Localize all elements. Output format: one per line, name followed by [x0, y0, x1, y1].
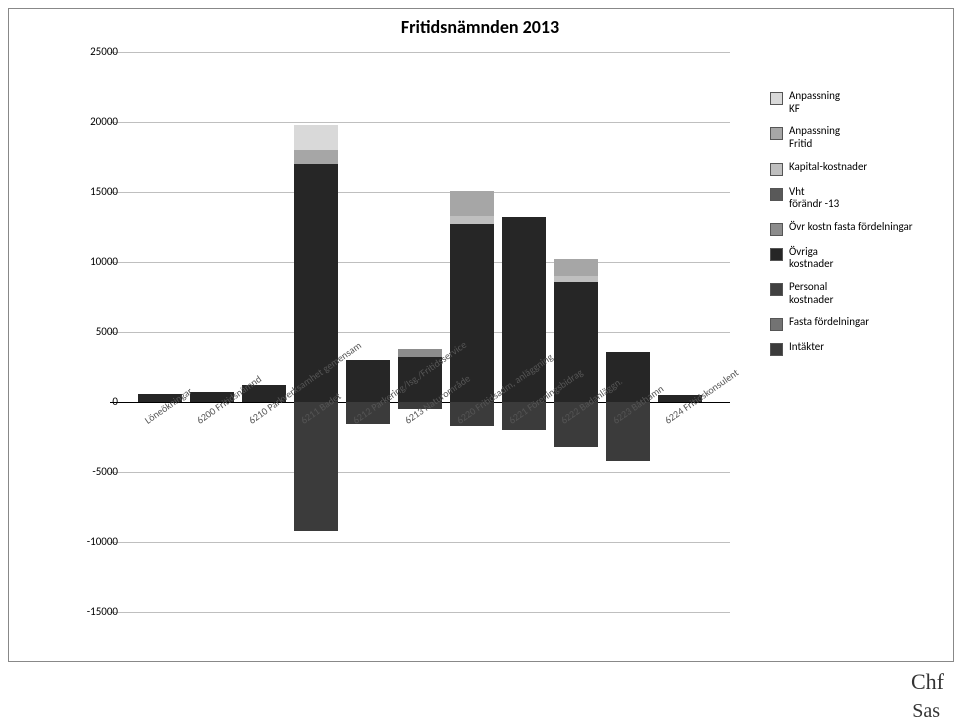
legend-swatch — [770, 343, 783, 356]
legend-label: Kapital-kostnader — [789, 161, 867, 174]
legend-label: Övrigakostnader — [789, 246, 833, 271]
legend: AnpassningKF AnpassningFritid Kapital-kost… — [770, 90, 950, 366]
signature-1: Chf — [911, 669, 944, 695]
legend-swatch — [770, 127, 783, 140]
y-tick-label: 25000 — [62, 45, 118, 58]
bar-column — [190, 52, 234, 612]
legend-label: Övr kostn fasta fördelningar — [789, 221, 913, 234]
bar-segment-intakter — [294, 402, 338, 531]
legend-item: AnpassningFritid — [770, 125, 950, 150]
legend-item: Intäkter — [770, 341, 950, 356]
legend-swatch — [770, 163, 783, 176]
legend-item: Kapital-kostnader — [770, 161, 950, 176]
y-tick-label: 15000 — [62, 185, 118, 198]
gridline — [110, 612, 730, 613]
bar-segment-kapital — [450, 216, 494, 224]
legend-swatch — [770, 92, 783, 105]
bar-segment-anp_kf — [294, 125, 338, 150]
bar-segment-anp_fritid — [294, 150, 338, 164]
bar-segment-kapital — [554, 276, 598, 282]
legend-swatch — [770, 283, 783, 296]
bar-column — [346, 52, 390, 612]
y-tick-label: 5000 — [62, 325, 118, 338]
bar-segment-anp_fritid — [450, 191, 494, 216]
legend-item: Fasta fördelningar — [770, 316, 950, 331]
legend-item: Personalkostnader — [770, 281, 950, 306]
legend-swatch — [770, 188, 783, 201]
chart-container: -15000-10000-500005000100001500020000250… — [50, 52, 750, 612]
legend-swatch — [770, 223, 783, 236]
y-tick-label: -15000 — [62, 605, 118, 618]
legend-swatch — [770, 318, 783, 331]
bar-segment-anp_fritid — [554, 259, 598, 276]
bar-column — [658, 52, 702, 612]
bar-column — [450, 52, 494, 612]
legend-label: Personalkostnader — [789, 281, 833, 306]
legend-item: Övrigakostnader — [770, 246, 950, 271]
chart-title: Fritidsnämnden 2013 — [0, 16, 960, 38]
legend-label: AnpassningFritid — [789, 125, 840, 150]
bar-column — [294, 52, 338, 612]
legend-swatch — [770, 248, 783, 261]
legend-item: Vhtförändr -13 — [770, 186, 950, 211]
y-tick-label: 20000 — [62, 115, 118, 128]
legend-item: AnpassningKF — [770, 90, 950, 115]
legend-label: Vhtförändr -13 — [789, 186, 839, 211]
plot-area — [110, 52, 730, 612]
signature-2: Sas — [912, 700, 940, 723]
y-tick-label: 0 — [62, 395, 118, 408]
legend-label: Fasta fördelningar — [789, 316, 869, 329]
y-tick-label: 10000 — [62, 255, 118, 268]
bar-column — [554, 52, 598, 612]
y-tick-label: -5000 — [62, 465, 118, 478]
bar-column — [242, 52, 286, 612]
legend-label: AnpassningKF — [789, 90, 840, 115]
bar-column — [606, 52, 650, 612]
bar-column — [502, 52, 546, 612]
bar-column — [138, 52, 182, 612]
bar-column — [398, 52, 442, 612]
y-tick-label: -10000 — [62, 535, 118, 548]
legend-label: Intäkter — [789, 341, 824, 354]
legend-item: Övr kostn fasta fördelningar — [770, 221, 950, 236]
